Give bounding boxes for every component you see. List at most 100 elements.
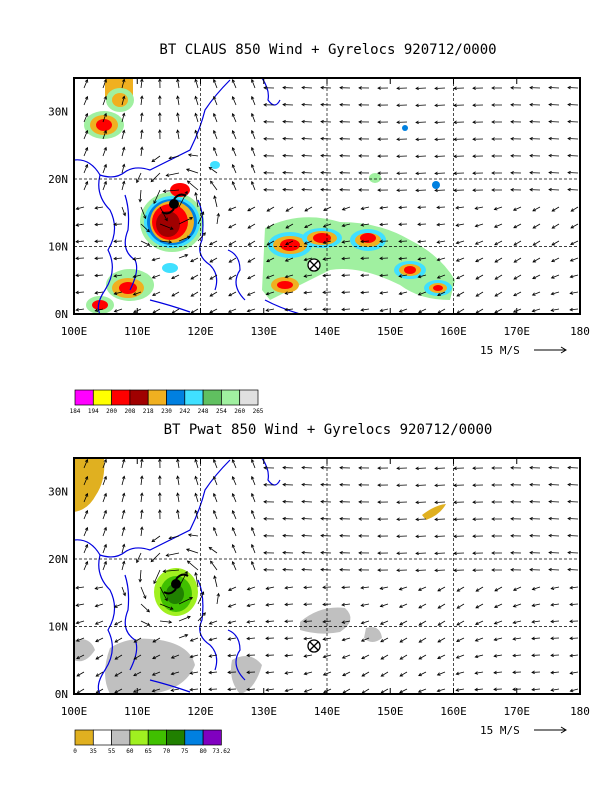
wind-vector-head [418, 605, 422, 609]
wind-vector-head [512, 687, 516, 692]
wind-vector [195, 192, 199, 208]
wind-vector-head [570, 225, 575, 229]
wind-vector [83, 164, 88, 174]
x-tick-label: 180 [570, 325, 590, 338]
wind-vector-head [231, 129, 236, 134]
colorbar-swatch [92, 729, 112, 746]
wind-vector-head [84, 112, 89, 117]
wind-vector-head [146, 622, 151, 626]
wind-vector-head [246, 636, 250, 641]
wind-vector [532, 257, 541, 263]
wind-vector-head [208, 166, 213, 171]
wind-vector-head [548, 516, 552, 521]
wind-vector-head [322, 672, 327, 676]
wind-vector-head [95, 656, 100, 660]
wind-vector-head [231, 509, 236, 514]
wind-vector-head [434, 500, 438, 505]
wind-vector-head [190, 293, 195, 297]
wind-vector-head [282, 85, 286, 90]
wind-vector-head [360, 223, 365, 227]
wind-vector-head [164, 217, 168, 222]
wind-vector [152, 654, 161, 659]
wind-vector-head [227, 637, 232, 641]
wind-vector-head [84, 560, 89, 565]
wind-vector-head [398, 256, 402, 261]
wind-vector-head [415, 120, 419, 125]
wind-vector-head [285, 241, 289, 246]
wind-vector-head [472, 534, 476, 538]
wind-vector-head [84, 95, 89, 100]
wind-vector-head [567, 153, 571, 158]
wind-vector [570, 671, 579, 674]
x-tick-label: 170E [504, 325, 531, 338]
wind-vector [197, 232, 206, 242]
wind-vector-head [415, 568, 419, 573]
wind-vector-head [550, 308, 555, 312]
wind-vector-head [189, 597, 194, 601]
wind-vector [83, 476, 88, 486]
wind-vector-head [138, 198, 143, 203]
wind-vector-head [550, 291, 555, 296]
wind-vector-head [322, 224, 327, 228]
wind-vector-head [567, 170, 571, 175]
wind-vector [513, 603, 522, 607]
wind-vector-head [231, 543, 236, 548]
wind-vector [83, 527, 88, 537]
wind-vector-head [453, 551, 457, 556]
wind-vector-head [396, 120, 400, 125]
wind-vector-head [512, 670, 516, 675]
wind-vector-head [231, 146, 236, 151]
vector-scale-arrow-head [560, 346, 567, 354]
gyre-markers [161, 193, 321, 653]
wind-vector-head [151, 672, 156, 676]
wind-vector-head [415, 103, 419, 108]
colorbar-swatch [221, 389, 241, 406]
wind-vector [83, 147, 88, 157]
wind-vector [251, 113, 256, 123]
wind-vector-head [360, 620, 365, 625]
wind-vector [188, 154, 199, 157]
wind-vector-head [132, 309, 137, 313]
wind-vector-head [250, 129, 255, 134]
wind-vector-head [263, 517, 267, 521]
colorbar-label: 60 [126, 748, 134, 755]
wind-vector-head [146, 228, 150, 233]
wind-vector-head [513, 225, 517, 229]
wind-vector-head [164, 597, 168, 602]
wind-vector [418, 603, 427, 609]
wind-vector-head [491, 551, 495, 555]
wind-vector [532, 274, 541, 279]
wind-vector-head [75, 308, 80, 312]
wind-vector-head [360, 273, 364, 278]
wind-vector [285, 671, 294, 674]
wind-vector [76, 688, 85, 694]
wind-vector-head [250, 112, 255, 117]
vector-scale-arrow-head [560, 726, 567, 734]
pwat-typhoon-core [154, 568, 198, 616]
wind-vector-head [417, 587, 422, 591]
wind-vector [418, 654, 427, 660]
wind-vector [418, 308, 427, 313]
wind-vector [152, 291, 161, 296]
wind-vector [114, 308, 123, 313]
wind-vector-head [548, 170, 552, 175]
wind-vector [209, 654, 218, 657]
wind-vector-head [95, 673, 100, 677]
wind-vector-head [136, 179, 140, 184]
wind-vector [418, 586, 427, 591]
wind-vector-head [339, 85, 343, 90]
wind-vector-head [377, 551, 381, 555]
wind-vector [190, 671, 199, 674]
wind-vector-head [176, 509, 180, 514]
wind-vector-head [121, 526, 126, 531]
wind-vector-head [94, 206, 99, 210]
wind-vector-head [453, 103, 457, 108]
wind-vector-head [472, 86, 476, 90]
wind-vector-head [320, 187, 324, 192]
wind-vector-head [231, 475, 236, 480]
wind-vector-head [176, 78, 180, 83]
wind-vector [139, 569, 142, 582]
wind-vector-head [84, 458, 89, 463]
wind-vector [475, 291, 484, 297]
wind-vector-head [453, 120, 457, 125]
